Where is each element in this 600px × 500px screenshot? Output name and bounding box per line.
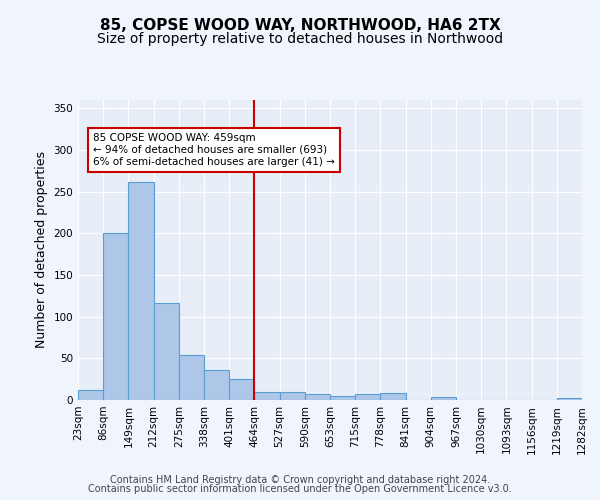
Y-axis label: Number of detached properties: Number of detached properties [35,152,48,348]
Bar [431,396,456,400]
Text: 85, COPSE WOOD WAY, NORTHWOOD, HA6 2TX: 85, COPSE WOOD WAY, NORTHWOOD, HA6 2TX [100,18,500,32]
Text: Contains public sector information licensed under the Open Government Licence v3: Contains public sector information licen… [88,484,512,494]
Text: Contains HM Land Registry data © Crown copyright and database right 2024.: Contains HM Land Registry data © Crown c… [110,475,490,485]
Bar [154,302,179,400]
Bar [305,394,330,400]
Bar [128,182,154,400]
Bar [355,394,380,400]
Text: Size of property relative to detached houses in Northwood: Size of property relative to detached ho… [97,32,503,46]
Bar [280,392,305,400]
Bar [103,234,128,400]
Bar [557,398,582,400]
Text: 85 COPSE WOOD WAY: 459sqm
← 94% of detached houses are smaller (693)
6% of semi-: 85 COPSE WOOD WAY: 459sqm ← 94% of detac… [93,134,335,166]
Bar [204,370,229,400]
Bar [330,396,355,400]
Bar [229,379,254,400]
Bar [78,390,103,400]
Bar [254,392,280,400]
Bar [380,392,406,400]
Bar [179,355,204,400]
